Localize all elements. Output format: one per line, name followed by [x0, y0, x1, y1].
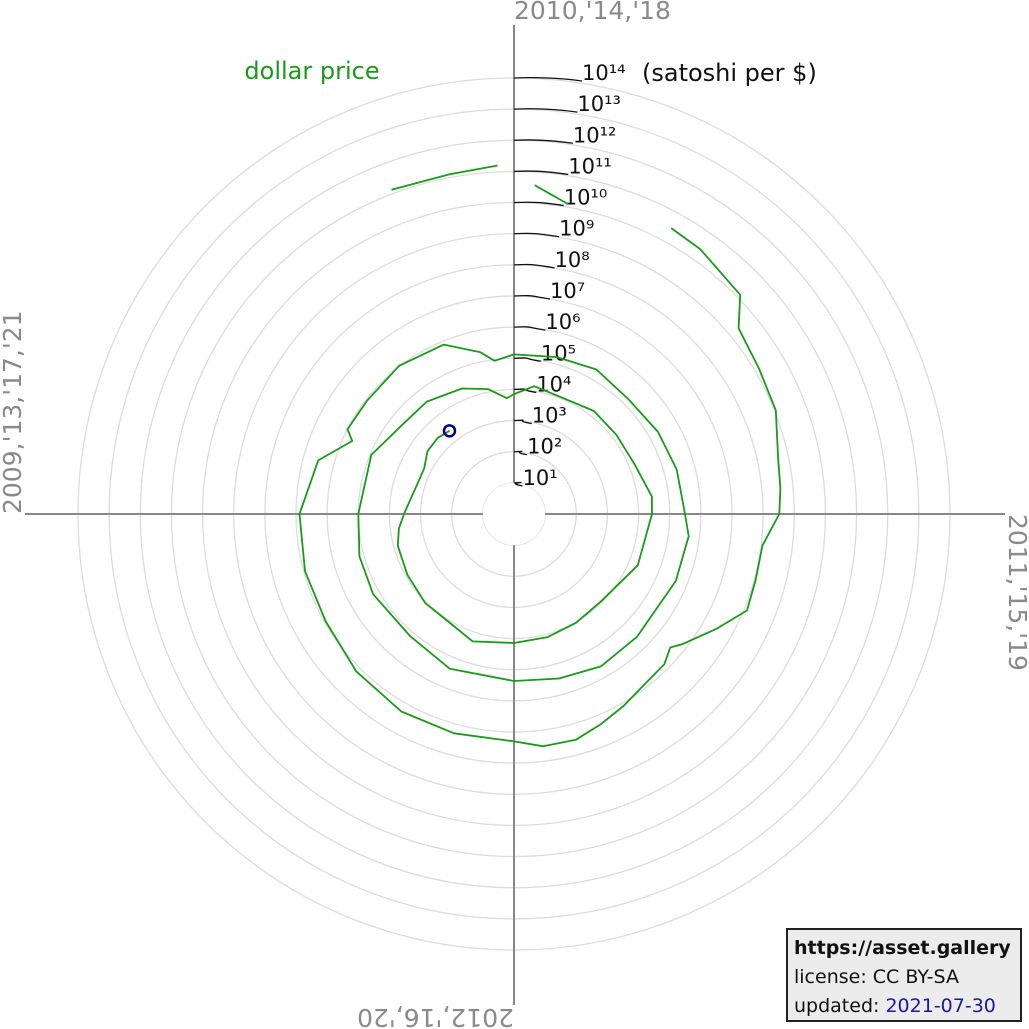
- credit-site: https://asset.gallery: [794, 937, 1011, 959]
- y-tick-label: 10⁸: [555, 248, 590, 272]
- credit-updated-date: 2021-07-30: [885, 995, 996, 1017]
- y-tick-label: 10³: [532, 404, 567, 428]
- angle-label: 2010,'14,'18: [514, 0, 671, 25]
- y-axis-label: (satoshi per $): [642, 59, 817, 87]
- y-tick-label: 10²: [527, 435, 562, 459]
- tick-connector: [513, 76, 583, 82]
- y-tick-label: 10¹⁰: [564, 186, 608, 210]
- price-line: [298, 164, 782, 748]
- tick-connector: [513, 357, 541, 362]
- tick-connector: [513, 419, 532, 425]
- y-tick-label: 10¹⁴: [582, 61, 626, 85]
- credit-updated-label: updated:: [794, 995, 880, 1017]
- y-tick-label: 10⁶: [545, 310, 580, 334]
- angle-label: 2011,'15,'19: [1003, 514, 1029, 671]
- y-tick-label: 10¹³: [577, 92, 621, 116]
- center-disk: [482, 482, 546, 546]
- y-tick-label: 10⁹: [559, 217, 594, 241]
- y-tick-label: 10¹¹: [568, 154, 612, 178]
- tick-connector: [513, 108, 578, 113]
- latest-marker: [442, 424, 457, 438]
- angle-label: 2012,'16,'20: [357, 1003, 514, 1029]
- y-tick-label: 10¹²: [573, 123, 617, 147]
- tick-connector: [513, 139, 573, 144]
- angle-label: 2009,'13,'17,'21: [0, 310, 27, 514]
- tick-connector: [513, 201, 564, 207]
- tick-connector: [513, 450, 528, 456]
- tick-connector: [513, 326, 546, 331]
- credit-updated-row: updated: 2021-07-30: [794, 992, 1014, 1021]
- tick-connector: [513, 170, 569, 176]
- y-tick-label: 10¹: [523, 466, 558, 490]
- tick-connector: [513, 294, 551, 300]
- credit-box: https://asset.gallery license: CC BY-SA …: [786, 928, 1022, 1022]
- tick-connector: [513, 481, 523, 487]
- y-tick-label: 10⁷: [550, 279, 585, 303]
- tick-connector: [513, 232, 560, 238]
- tick-connector: [513, 263, 555, 269]
- credit-license: license: CC BY-SA: [794, 966, 959, 988]
- y-tick-label: 10⁴: [536, 372, 571, 396]
- legend-label: dollar price: [244, 57, 379, 85]
